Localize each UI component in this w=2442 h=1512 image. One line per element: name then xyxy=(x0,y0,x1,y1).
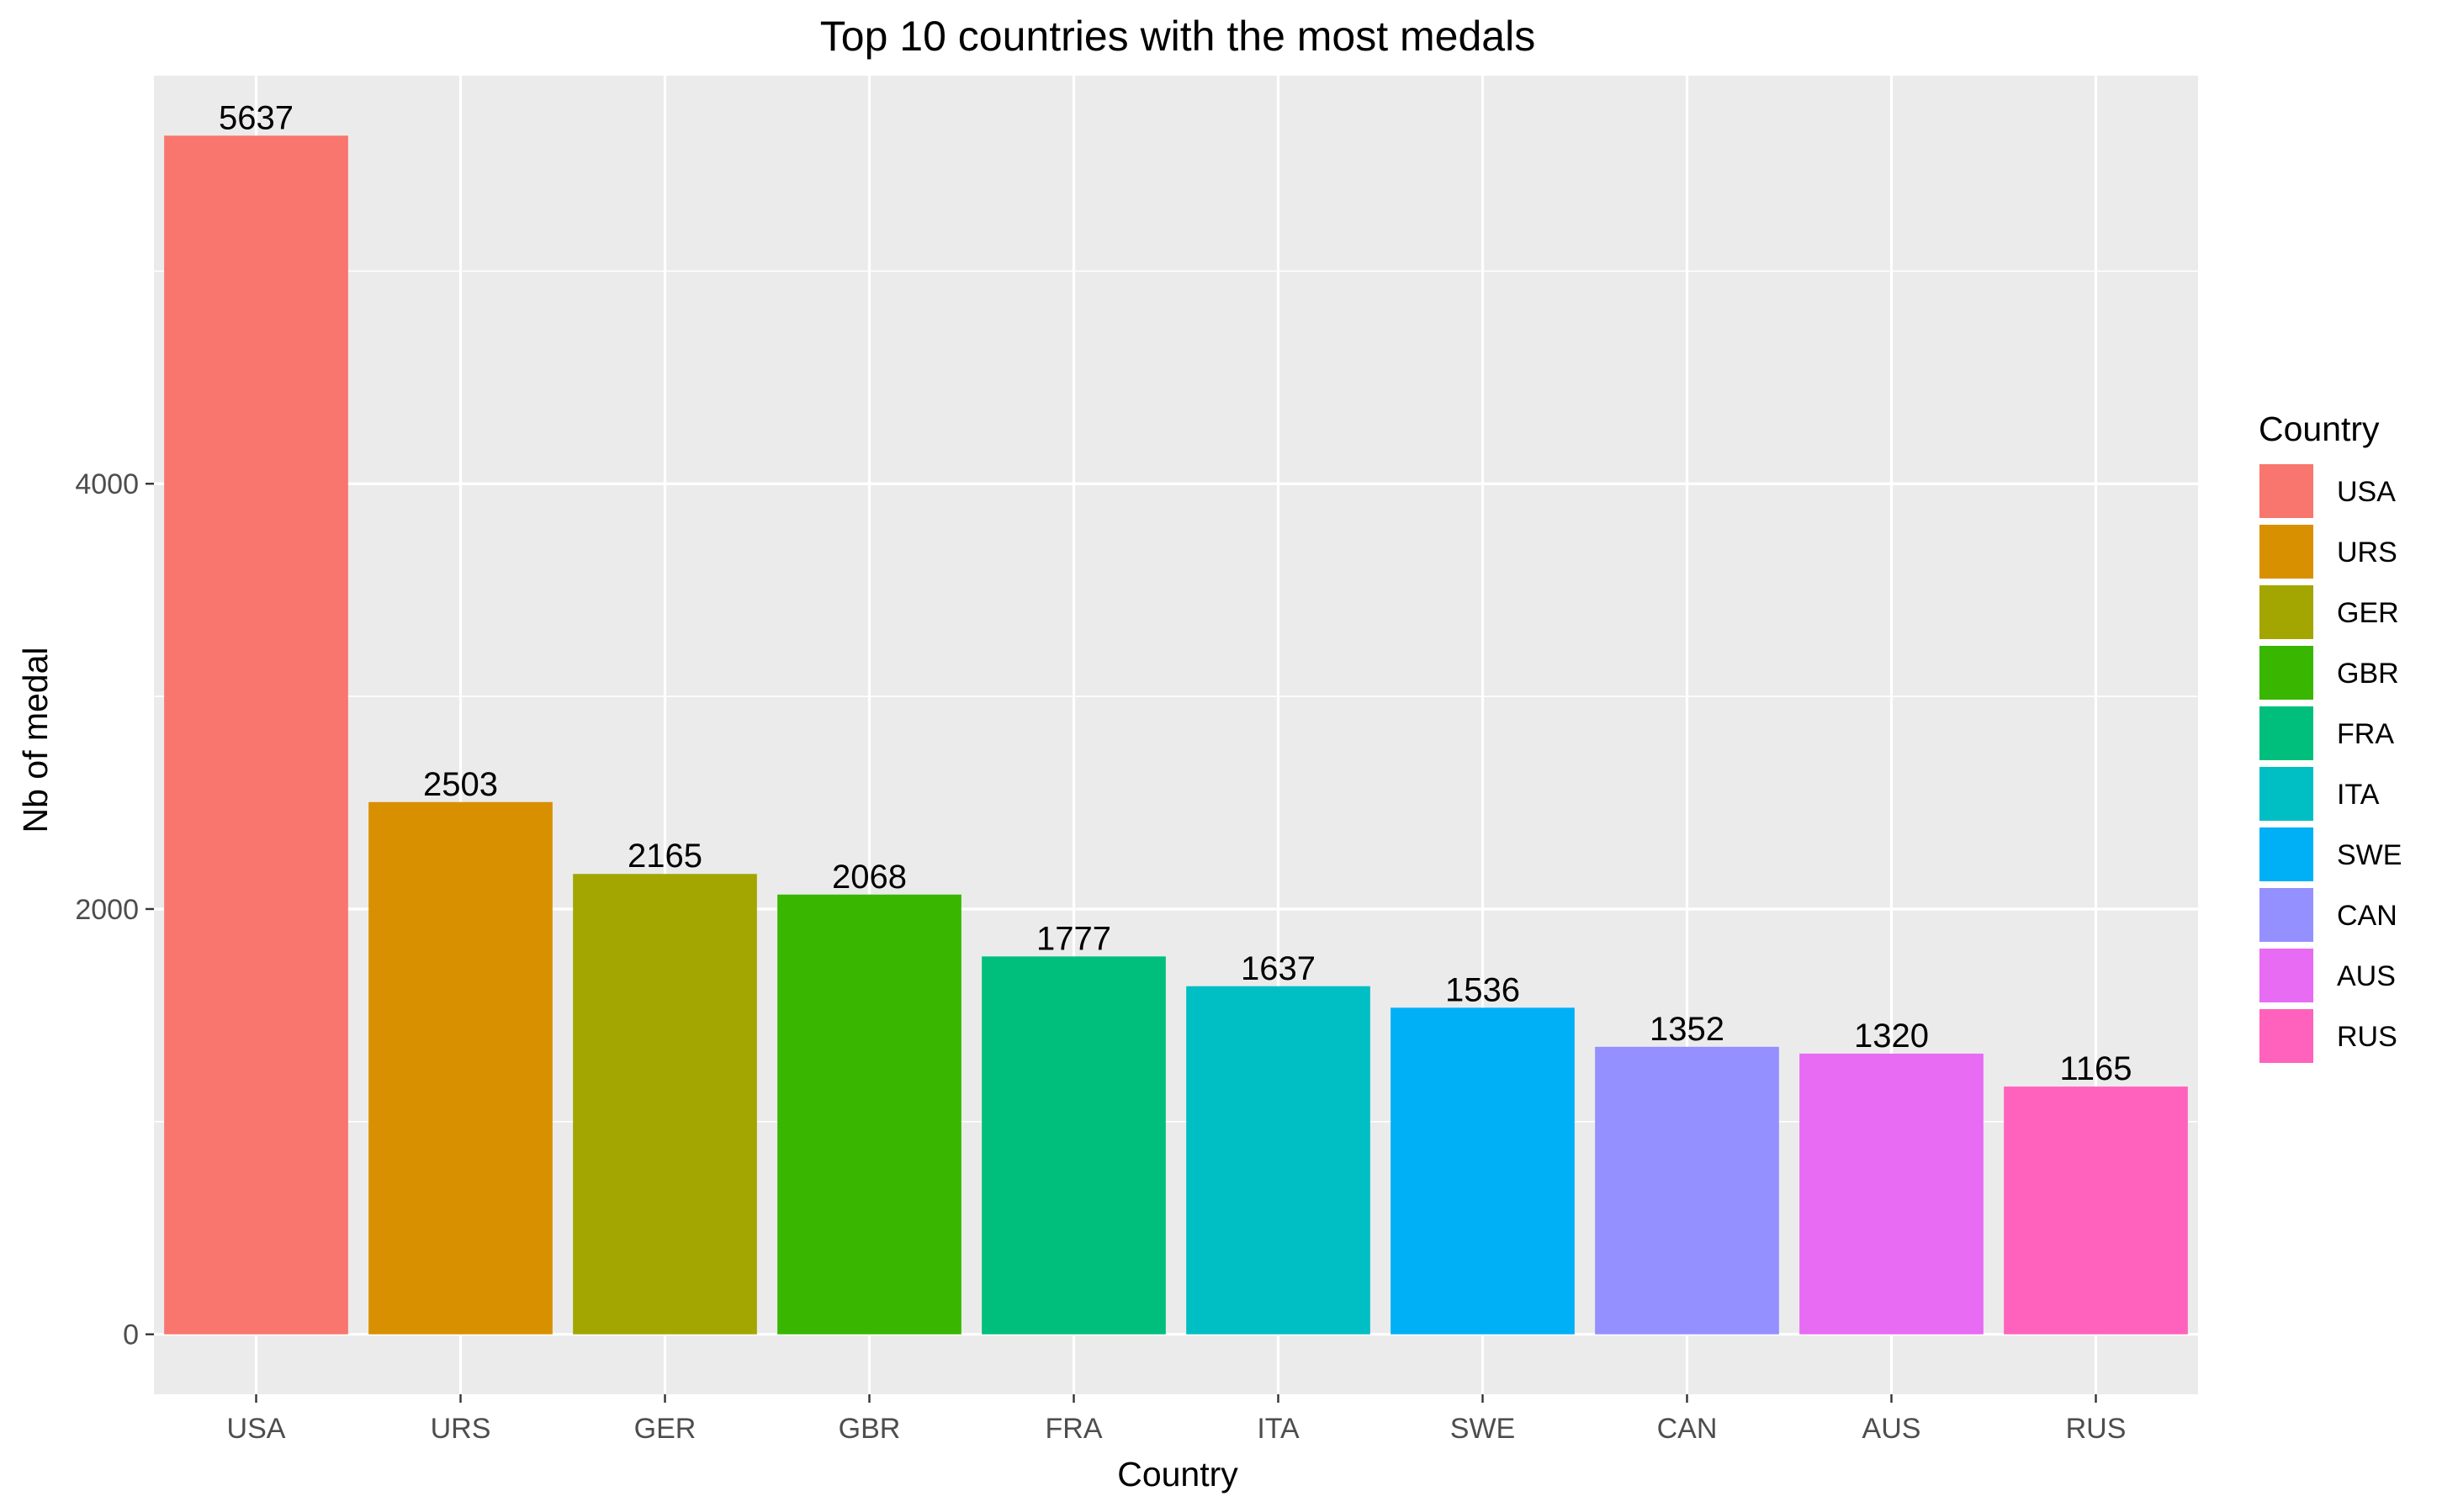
legend-label-swe: SWE xyxy=(2337,839,2402,871)
y-tick-label: 2000 xyxy=(75,894,139,926)
bar-fra xyxy=(982,956,1166,1335)
chart-title: Top 10 countries with the most medals xyxy=(820,13,1535,60)
legend-key-aus xyxy=(2258,947,2315,1004)
data-label-fra: 1777 xyxy=(1036,920,1111,957)
x-tick-label-ger: GER xyxy=(634,1413,697,1445)
data-label-swe: 1536 xyxy=(1445,971,1520,1008)
data-label-ita: 1637 xyxy=(1241,950,1316,987)
x-tick-label-gbr: GBR xyxy=(839,1413,901,1445)
x-axis: USA URS GER GBR FRA ITA SWE CAN AUS RUS xyxy=(227,1394,2127,1445)
legend-label-gbr: GBR xyxy=(2337,658,2399,690)
legend-label-can: CAN xyxy=(2337,900,2397,932)
data-labels-group: 5637 2503 2165 2068 1777 1637 1536 1352 1320 1165 xyxy=(219,99,2132,1087)
x-tick-label-aus: AUS xyxy=(1862,1413,1921,1445)
legend-items: USA URS GER GBR FRA ITA SWE CAN AUS RUS xyxy=(2258,463,2402,1065)
y-tick-label: 0 xyxy=(123,1319,139,1351)
legend-label-fra: FRA xyxy=(2337,718,2394,750)
legend-label-ger: GER xyxy=(2337,597,2399,629)
data-label-urs: 2503 xyxy=(423,766,498,803)
y-tick-label: 4000 xyxy=(75,468,139,500)
bar-usa xyxy=(164,135,348,1335)
legend-key-usa xyxy=(2258,463,2315,520)
legend-key-can xyxy=(2258,886,2315,944)
data-label-gbr: 2068 xyxy=(832,859,907,896)
y-axis: 0 2000 4000 xyxy=(75,468,154,1351)
legend-key-rus xyxy=(2258,1007,2315,1065)
data-label-ger: 2165 xyxy=(628,838,702,875)
x-tick-label-ita: ITA xyxy=(1257,1413,1300,1445)
bar-aus xyxy=(1799,1053,1984,1335)
legend-label-rus: RUS xyxy=(2337,1021,2397,1053)
legend-key-swe xyxy=(2258,826,2315,883)
x-axis-title: Country xyxy=(1117,1455,1238,1493)
x-tick-label-can: CAN xyxy=(1657,1413,1718,1445)
legend-label-aus: AUS xyxy=(2337,960,2396,992)
bar-swe xyxy=(1391,1007,1575,1335)
bar-urs xyxy=(368,801,553,1335)
data-label-can: 1352 xyxy=(1650,1011,1724,1048)
data-label-aus: 1320 xyxy=(1854,1018,1929,1055)
legend: Country USA URS GER GBR FRA ITA SWE CAN AUS RUS xyxy=(2258,410,2402,1065)
legend-title: Country xyxy=(2259,410,2380,448)
bar-can xyxy=(1595,1046,1779,1335)
data-label-rus: 1165 xyxy=(2059,1050,2132,1087)
legend-key-ger xyxy=(2258,584,2315,641)
legend-label-urs: URS xyxy=(2337,537,2397,568)
x-tick-label-usa: USA xyxy=(227,1413,286,1445)
bar-gbr xyxy=(777,894,961,1335)
legend-label-usa: USA xyxy=(2337,476,2396,508)
x-tick-label-urs: URS xyxy=(431,1413,491,1445)
legend-key-urs xyxy=(2258,523,2315,580)
bar-ita xyxy=(1186,986,1370,1335)
legend-key-ita xyxy=(2258,765,2315,822)
legend-label-ita: ITA xyxy=(2337,779,2380,811)
x-tick-label-rus: RUS xyxy=(2066,1413,2127,1445)
bars-group xyxy=(164,135,2188,1335)
legend-key-fra xyxy=(2258,705,2315,762)
x-tick-label-swe: SWE xyxy=(1450,1413,1515,1445)
bar-ger xyxy=(573,874,757,1335)
bar-rus xyxy=(2004,1086,2188,1335)
y-axis-title: Nb of medal xyxy=(16,647,55,833)
legend-key-gbr xyxy=(2258,644,2315,701)
data-label-usa: 5637 xyxy=(219,99,294,136)
x-tick-label-fra: FRA xyxy=(1046,1413,1103,1445)
